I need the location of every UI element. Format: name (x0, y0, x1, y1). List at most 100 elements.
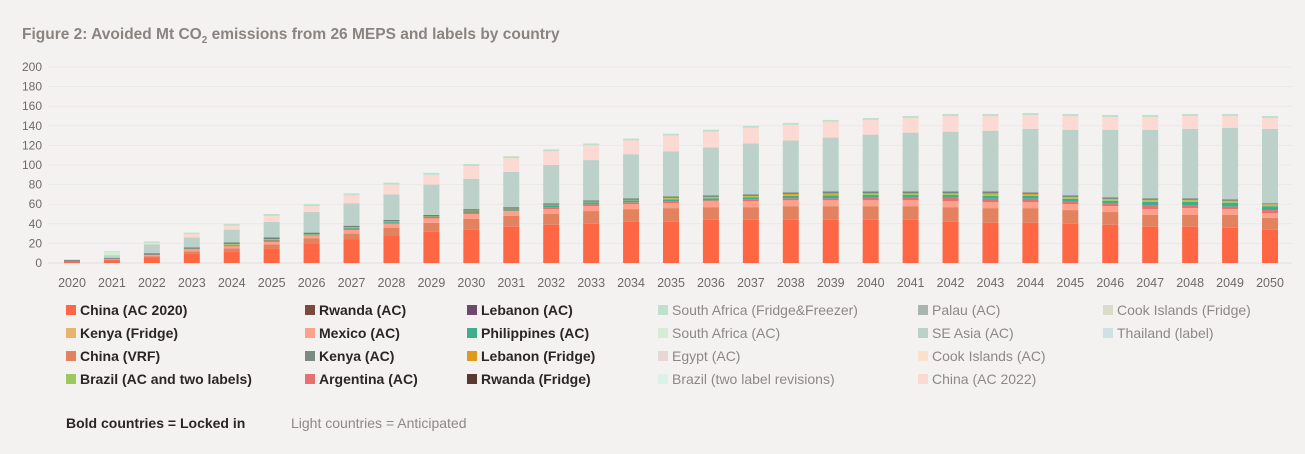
bar-segment (702, 201, 719, 208)
bar-segment (143, 241, 160, 243)
bar-segment (463, 218, 480, 230)
bar-segment (503, 215, 520, 227)
bar-segment (623, 209, 640, 222)
bar-segment (343, 239, 360, 263)
locked-note: Bold countries = Locked in (66, 415, 246, 431)
bar-segment (543, 207, 560, 210)
bar-segment (383, 184, 400, 195)
bar-segment (663, 151, 679, 197)
y-tick-label: 160 (22, 99, 42, 113)
bar-segment (1142, 116, 1159, 130)
x-tick-label: 2030 (457, 276, 485, 290)
bar-segment (623, 202, 640, 205)
bar-segment (822, 200, 839, 207)
bar-segment (862, 134, 879, 192)
bar-segment (1262, 217, 1278, 230)
legend-swatch (658, 328, 668, 338)
x-tick-label: 2025 (258, 276, 286, 290)
bar-segment (423, 184, 440, 215)
bar-segment (663, 203, 679, 209)
y-tick-label: 40 (29, 217, 43, 231)
legend-item: Lebanon (Fridge) (467, 348, 595, 364)
bar-segment (623, 138, 640, 141)
bar-segment (982, 114, 999, 116)
bar-segment (782, 200, 799, 207)
bar-segment (1022, 202, 1039, 209)
bar-segment (702, 147, 719, 196)
bar-segment (223, 242, 240, 244)
bar-segment (1142, 115, 1159, 117)
bar-segment (902, 116, 919, 118)
x-tick-label: 2027 (338, 276, 366, 290)
bar-segment (782, 122, 799, 125)
legend-item: China (AC 2022) (918, 371, 1036, 387)
legend-swatch (66, 305, 76, 315)
bar-segment (663, 221, 679, 263)
x-tick-label: 2020 (58, 276, 86, 290)
bar-segment (1222, 227, 1239, 263)
bar-segment (742, 197, 759, 200)
legend-label: Cook Islands (AC) (932, 348, 1046, 364)
bar-segment (902, 191, 919, 193)
legend-item: Brazil (two label revisions) (658, 371, 835, 387)
legend-label: South Africa (AC) (672, 325, 781, 341)
bar-segment (902, 200, 919, 207)
title-text-rest: emissions from 26 MEPS and labels by cou… (207, 26, 560, 43)
bar-segment (982, 192, 999, 195)
bar-segment (1222, 199, 1239, 201)
bar-segment (742, 199, 759, 202)
bar-segment (223, 248, 240, 252)
legend-item: Rwanda (Fridge) (467, 371, 591, 387)
bar-segment (1222, 114, 1239, 116)
bar-segment (1062, 197, 1079, 199)
legend-item: Brazil (AC and two labels) (66, 371, 252, 387)
bar-segment (742, 201, 759, 208)
bar-segment (942, 191, 959, 193)
bar-segment (742, 219, 759, 263)
y-tick-label: 60 (29, 197, 43, 211)
bar-segment (383, 227, 400, 236)
bar-segment (942, 114, 959, 116)
bar-segment (183, 251, 200, 254)
bar-segment (423, 172, 440, 175)
title-subscript: 2 (201, 35, 208, 47)
bar-segment (64, 260, 80, 262)
bar-segment (143, 253, 160, 255)
bar-segment (942, 207, 959, 222)
bar-segment (383, 235, 400, 263)
bar-segment (103, 258, 120, 260)
bar-segment (143, 256, 160, 258)
bar-segment (423, 218, 440, 223)
bar-segment (782, 193, 799, 195)
x-tick-label: 2046 (1096, 276, 1124, 290)
legend-item: Argentina (AC) (305, 371, 418, 387)
bar-segment (1262, 213, 1278, 218)
bar-segment (1182, 116, 1199, 129)
bar-segment (982, 130, 999, 192)
bar-segment (223, 243, 240, 245)
bar-segment (742, 207, 759, 220)
x-tick-label: 2045 (1056, 276, 1084, 290)
bar-segment (383, 182, 400, 185)
bar-segment (942, 192, 959, 194)
y-tick-label: 200 (22, 60, 42, 74)
bar-segment (982, 116, 999, 131)
bar-segment (1102, 116, 1119, 130)
y-tick-label: 80 (29, 178, 43, 192)
bar-segment (1022, 193, 1039, 195)
x-tick-label: 2048 (1176, 276, 1204, 290)
legend-label: China (AC 2022) (932, 371, 1037, 387)
bar-segment (822, 194, 839, 196)
legend-label: Rwanda (Fridge) (481, 371, 591, 387)
legend-swatch (658, 374, 668, 384)
legend-item: Mexico (AC) (305, 325, 400, 341)
x-tick-label: 2038 (777, 276, 805, 290)
bar-segment (263, 244, 280, 249)
bar-segment (1222, 127, 1239, 200)
bar-segment (383, 194, 400, 220)
bar-segment (583, 206, 600, 212)
bar-segment (343, 230, 360, 234)
bar-segment (1222, 201, 1239, 203)
bar-segment (263, 214, 280, 216)
legend-swatch (305, 328, 315, 338)
